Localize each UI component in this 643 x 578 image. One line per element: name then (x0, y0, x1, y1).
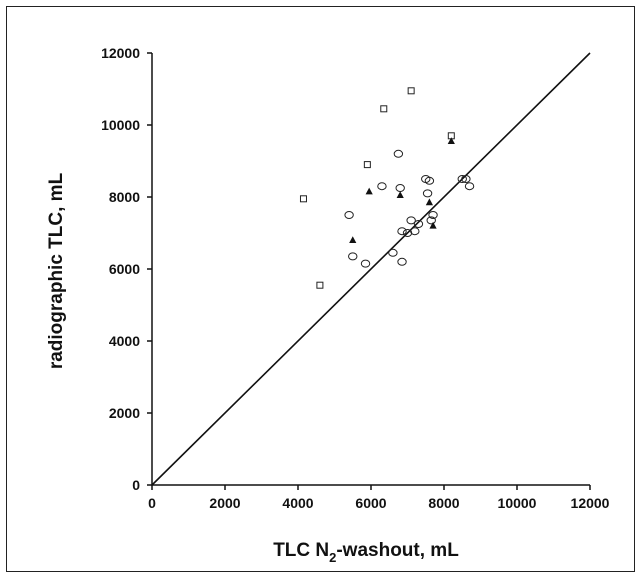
x-axis-title-subscript: 2 (329, 550, 336, 565)
x-tick-label: 10000 (498, 495, 537, 511)
data-point-circle (397, 257, 407, 266)
data-point-triangle (447, 137, 455, 144)
data-point-circle (402, 229, 413, 237)
x-tick-label: 12000 (571, 495, 610, 511)
data-point-circle (377, 182, 387, 191)
data-point-square (299, 195, 307, 203)
x-tick-label: 6000 (355, 495, 386, 511)
y-ticks: 0 2000 4000 6000 8000 10000 12000 (101, 45, 152, 493)
data-point-triangle (425, 198, 433, 206)
data-point-circle (410, 227, 420, 236)
data-point-triangle (365, 187, 373, 195)
x-ticks: 0 2000 4000 6000 8000 10000 12000 (148, 485, 610, 511)
data-point-circle (424, 176, 435, 185)
y-tick-label: 2000 (109, 405, 140, 421)
data-point-circle (360, 259, 371, 268)
data-point-square (316, 281, 324, 289)
y-tick-label: 6000 (109, 261, 140, 277)
y-axis-title: radiographic TLC, mL (46, 172, 67, 369)
data-point-circle (348, 252, 358, 261)
figure-frame (6, 6, 635, 572)
data-points (299, 87, 475, 289)
data-point-circle (413, 220, 424, 228)
data-point-triangle (429, 221, 437, 229)
x-axis-title: TLC N2-washout, mL (273, 540, 459, 565)
y-tick-label: 12000 (101, 45, 140, 61)
x-axis-title-main: TLC N (273, 540, 329, 561)
data-point-square (363, 161, 371, 169)
y-tick-label: 0 (132, 477, 140, 493)
data-point-circle (457, 175, 467, 183)
identity-line (151, 52, 591, 486)
data-point-circle (426, 216, 436, 225)
data-point-circle (428, 211, 438, 219)
x-axis-title-rest: -washout, mL (336, 540, 459, 561)
x-tick-label: 0 (148, 495, 156, 511)
data-point-circle (406, 216, 416, 225)
y-tick-label: 10000 (101, 117, 140, 133)
data-point-triangle (349, 236, 357, 243)
y-tick-label: 8000 (109, 189, 140, 205)
data-point-circle (388, 248, 398, 257)
y-tick-label: 4000 (109, 333, 140, 349)
data-point-triangle (396, 191, 404, 198)
data-point-circle (344, 211, 354, 219)
x-tick-label: 4000 (282, 495, 313, 511)
data-point-circle (461, 175, 471, 183)
data-point-square (407, 87, 415, 95)
data-point-circle (422, 189, 433, 198)
x-tick-label: 8000 (428, 495, 459, 511)
data-point-circle (464, 182, 475, 191)
data-point-circle (397, 227, 407, 236)
x-tick-label: 2000 (209, 495, 240, 511)
data-point-square (380, 105, 388, 113)
data-point-circle (393, 149, 404, 158)
data-point-circle (395, 184, 405, 192)
